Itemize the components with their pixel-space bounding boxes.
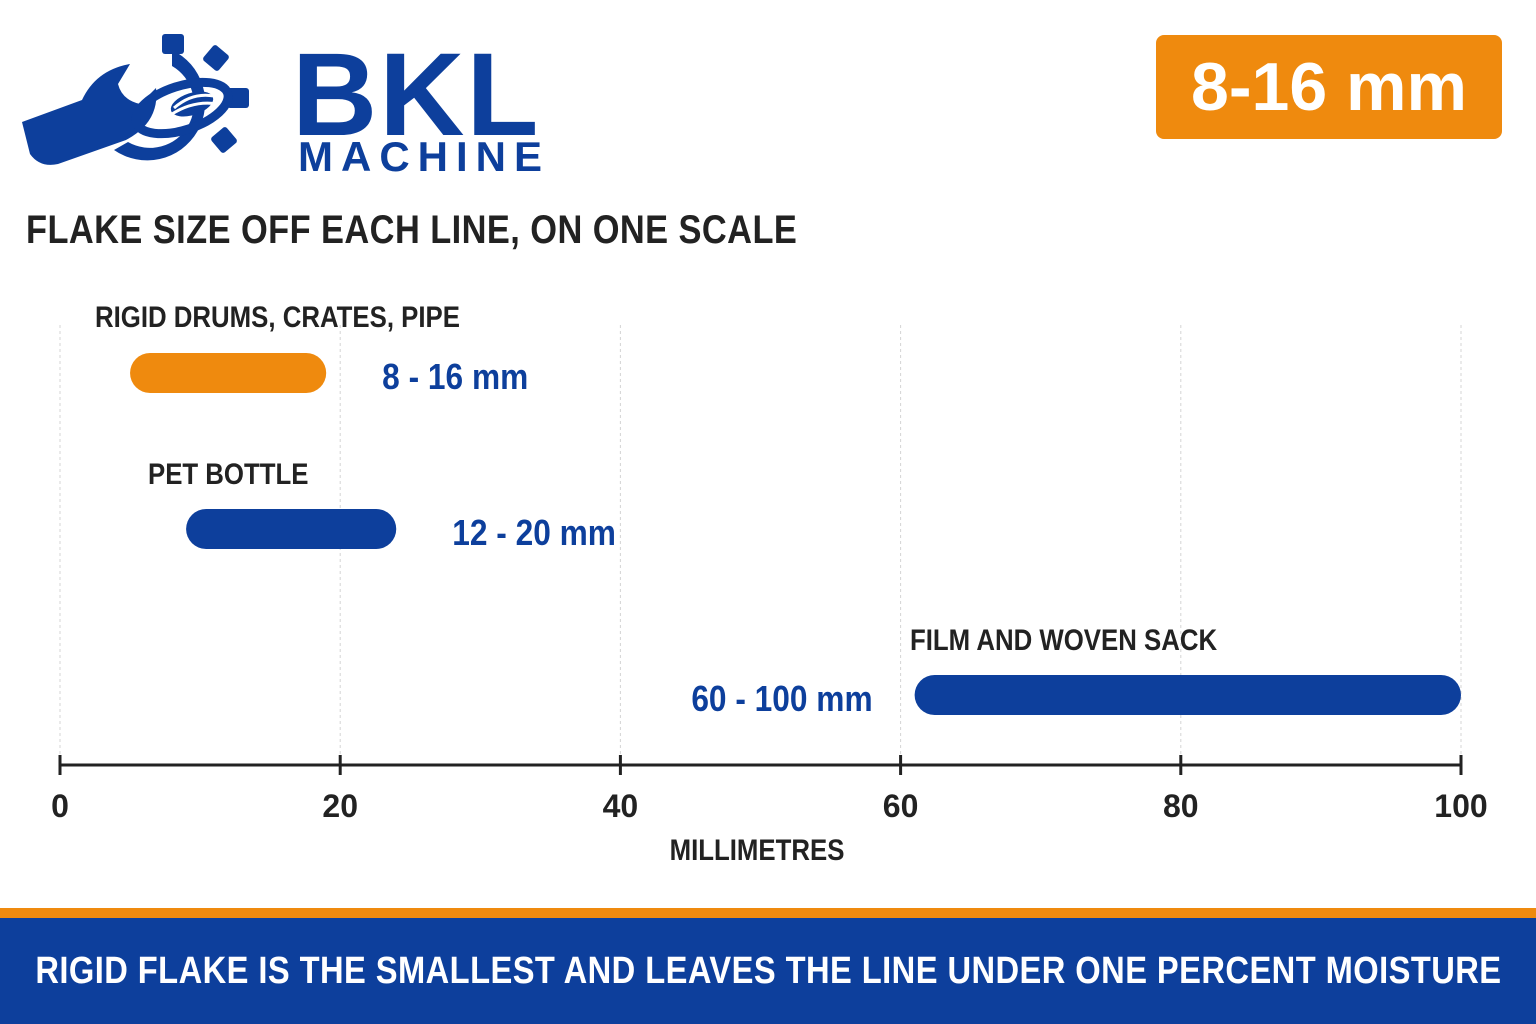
x-axis-label: MILLIMETRES (670, 833, 845, 866)
footer-text: RIGID FLAKE IS THE SMALLEST AND LEAVES T… (34, 949, 1502, 992)
range-bar (186, 509, 397, 549)
footer-stripe (0, 908, 1536, 918)
series-name-label: FILM AND WOVEN SACK (910, 623, 1217, 656)
x-tick-label: 40 (603, 788, 639, 824)
range-value-label: 12 - 20 mm (452, 513, 616, 553)
series-name-label: RIGID DRUMS, CRATES, PIPE (95, 300, 460, 333)
x-tick-label: 60 (883, 788, 919, 824)
gear-wrench-logo-icon (22, 34, 249, 165)
flake-size-chart: 0 20 40 60 80 100 MILLIMETRES RIGID DRUMS, CRAT… (51, 300, 1488, 866)
brand-logo: BKL MACHINE (22, 26, 562, 180)
range-bar (914, 675, 1461, 715)
brand-name: BKL (292, 29, 541, 161)
range-value-label: 8 - 16 mm (382, 357, 528, 397)
footer-banner: RIGID FLAKE IS THE SMALLEST AND LEAVES T… (0, 918, 1536, 1024)
chart-title: FLAKE SIZE OFF EACH LINE, ON ONE SCALE (26, 208, 798, 252)
brand-subtitle: MACHINE (298, 133, 550, 180)
size-badge: 8-16 mm (1156, 35, 1502, 139)
x-tick-label: 100 (1434, 788, 1487, 824)
range-bar (130, 353, 327, 393)
x-tick-label: 80 (1163, 788, 1199, 824)
x-tick-label: 20 (322, 788, 358, 824)
series-name-label: PET BOTTLE (148, 457, 308, 490)
x-tick-label: 0 (51, 788, 69, 824)
range-value-label: 60 - 100 mm (691, 679, 872, 719)
